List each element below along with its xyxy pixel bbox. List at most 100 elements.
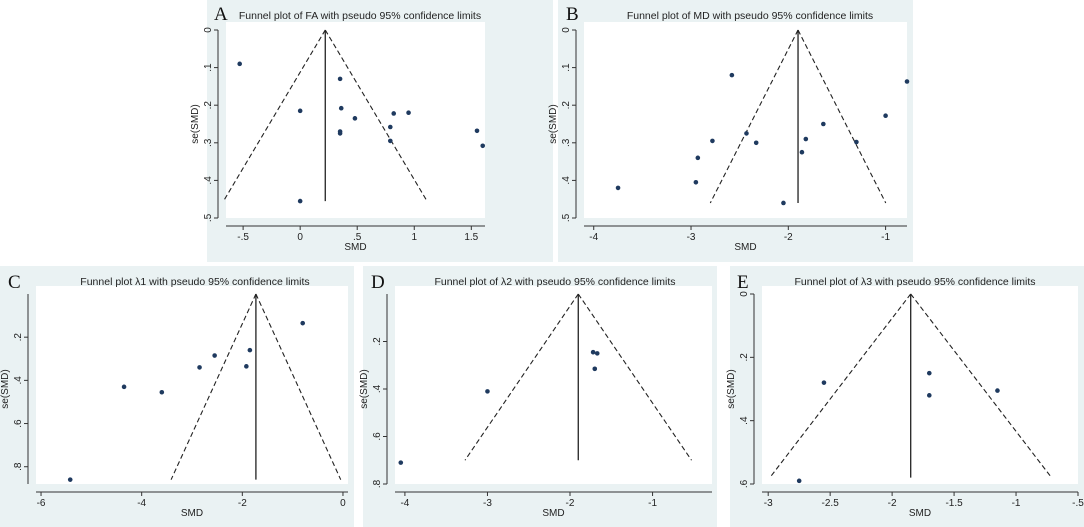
data-point-b bbox=[883, 113, 888, 119]
y-tick-label-a: .1 bbox=[203, 63, 214, 72]
x-tick-label-a: 1.5 bbox=[464, 232, 478, 243]
y-axis-label-d: se(SMD) bbox=[359, 369, 370, 408]
data-point-a bbox=[387, 138, 393, 144]
chart-title-b: Funnel plot of MD with pseudo 95% confid… bbox=[627, 10, 873, 22]
data-point-c bbox=[212, 353, 217, 358]
data-point-a bbox=[387, 124, 393, 130]
x-axis-label-e: SMD bbox=[909, 508, 931, 519]
data-point-a bbox=[406, 110, 411, 116]
x-tick-label-c: -6 bbox=[37, 498, 46, 509]
funnel-right-limit-d bbox=[577, 293, 692, 461]
x-tick-label-a: 1 bbox=[411, 232, 417, 243]
panel-letter-a: A bbox=[214, 4, 228, 25]
data-point-b bbox=[904, 79, 910, 84]
data-point-a bbox=[237, 61, 242, 67]
data-point-c bbox=[247, 347, 253, 353]
data-point-a bbox=[391, 111, 397, 116]
y-axis-label-c: se(SMD) bbox=[0, 369, 11, 408]
x-tick-label-d: -1 bbox=[648, 498, 657, 509]
plot-area-e bbox=[762, 286, 1078, 484]
data-point-c bbox=[197, 365, 202, 370]
y-axis-label-e: se(SMD) bbox=[726, 369, 737, 408]
y-tick-label-b: .5 bbox=[561, 213, 572, 222]
panel-letter-e: E bbox=[737, 272, 749, 293]
data-point-b bbox=[781, 200, 786, 206]
y-axis-label-a: se(SMD) bbox=[190, 104, 201, 143]
y-tick-label-d: .2 bbox=[372, 337, 383, 346]
funnel-right-limit-c bbox=[255, 293, 342, 480]
x-tick-label-e: -2 bbox=[888, 498, 897, 509]
data-point-d bbox=[592, 366, 598, 372]
y-tick-label-c: .2 bbox=[13, 333, 24, 342]
y-tick-label-b: .3 bbox=[561, 138, 572, 147]
data-point-c bbox=[159, 389, 165, 395]
x-tick-label-c: 0 bbox=[340, 498, 346, 509]
x-tick-label-e: -1.5 bbox=[945, 498, 963, 509]
y-tick-label-b: 0 bbox=[561, 27, 572, 33]
data-point-c bbox=[121, 384, 127, 390]
funnel-left-limit-c bbox=[170, 293, 257, 480]
data-point-b bbox=[744, 131, 749, 136]
data-point-b bbox=[695, 155, 701, 161]
data-point-d bbox=[398, 460, 404, 465]
x-tick-label-c: -4 bbox=[137, 498, 146, 509]
data-point-c bbox=[244, 364, 249, 369]
funnel-right-limit-e bbox=[910, 293, 1053, 479]
x-axis-label-b: SMD bbox=[734, 242, 756, 253]
x-tick-label-a: 0 bbox=[297, 232, 303, 243]
data-point-c bbox=[67, 477, 73, 482]
y-tick-label-b: .1 bbox=[561, 63, 572, 72]
x-axis-label-c: SMD bbox=[181, 508, 203, 519]
x-tick-label-b: -2 bbox=[784, 232, 793, 243]
x-tick-label-a: .5 bbox=[353, 232, 362, 243]
data-point-b bbox=[710, 138, 715, 144]
funnel-left-limit-a bbox=[223, 29, 326, 202]
x-tick-label-d: -4 bbox=[400, 498, 409, 509]
y-tick-label-b: .4 bbox=[561, 176, 572, 185]
data-point-e bbox=[995, 388, 1000, 393]
y-tick-label-a: .4 bbox=[203, 176, 214, 185]
x-tick-label-b: -4 bbox=[589, 232, 598, 243]
y-tick-label-b: .2 bbox=[561, 101, 572, 110]
panel-letter-d: D bbox=[371, 272, 385, 293]
x-tick-label-d: -3 bbox=[483, 498, 492, 509]
funnel-right-limit-b bbox=[797, 29, 887, 204]
funnel-right-limit-a bbox=[324, 29, 428, 202]
data-point-b bbox=[729, 72, 735, 78]
funnel-left-limit-b bbox=[709, 29, 799, 204]
panel-letter-c: C bbox=[8, 272, 21, 293]
data-point-d bbox=[590, 349, 596, 355]
x-tick-label-c: -2 bbox=[238, 498, 247, 509]
y-tick-label-d: .4 bbox=[372, 384, 383, 393]
x-tick-label-b: -3 bbox=[687, 232, 696, 243]
y-tick-label-a: .5 bbox=[203, 213, 214, 222]
data-point-a bbox=[297, 108, 303, 114]
y-axis-label-b: se(SMD) bbox=[548, 104, 559, 143]
x-tick-label-d: -2 bbox=[566, 498, 575, 509]
x-tick-label-b: -1 bbox=[881, 232, 890, 243]
chart-title-a: Funnel plot of FA with pseudo 95% confid… bbox=[239, 10, 481, 22]
y-tick-label-e: 0 bbox=[739, 291, 750, 297]
funnel-left-limit-e bbox=[769, 293, 912, 479]
chart-title-c: Funnel plot λ1 with pseudo 95% confidenc… bbox=[80, 276, 309, 288]
y-tick-label-a: 0 bbox=[203, 27, 214, 33]
data-point-b bbox=[615, 185, 621, 191]
x-tick-label-e: -1 bbox=[1012, 498, 1021, 509]
y-tick-label-e: .6 bbox=[739, 479, 750, 488]
data-point-a bbox=[352, 116, 358, 121]
data-point-b bbox=[799, 149, 805, 155]
data-point-c bbox=[300, 320, 306, 326]
y-tick-label-e: .4 bbox=[739, 416, 750, 425]
data-point-e bbox=[926, 370, 932, 376]
plot-area-b bbox=[584, 22, 907, 218]
x-tick-label-a: -.5 bbox=[237, 232, 249, 243]
y-tick-label-d: .8 bbox=[372, 479, 383, 488]
funnel-left-limit-d bbox=[464, 293, 579, 461]
y-tick-label-c: .8 bbox=[13, 462, 24, 471]
data-point-d bbox=[485, 389, 490, 394]
data-point-a bbox=[474, 128, 480, 134]
x-axis-label-d: SMD bbox=[542, 508, 564, 519]
